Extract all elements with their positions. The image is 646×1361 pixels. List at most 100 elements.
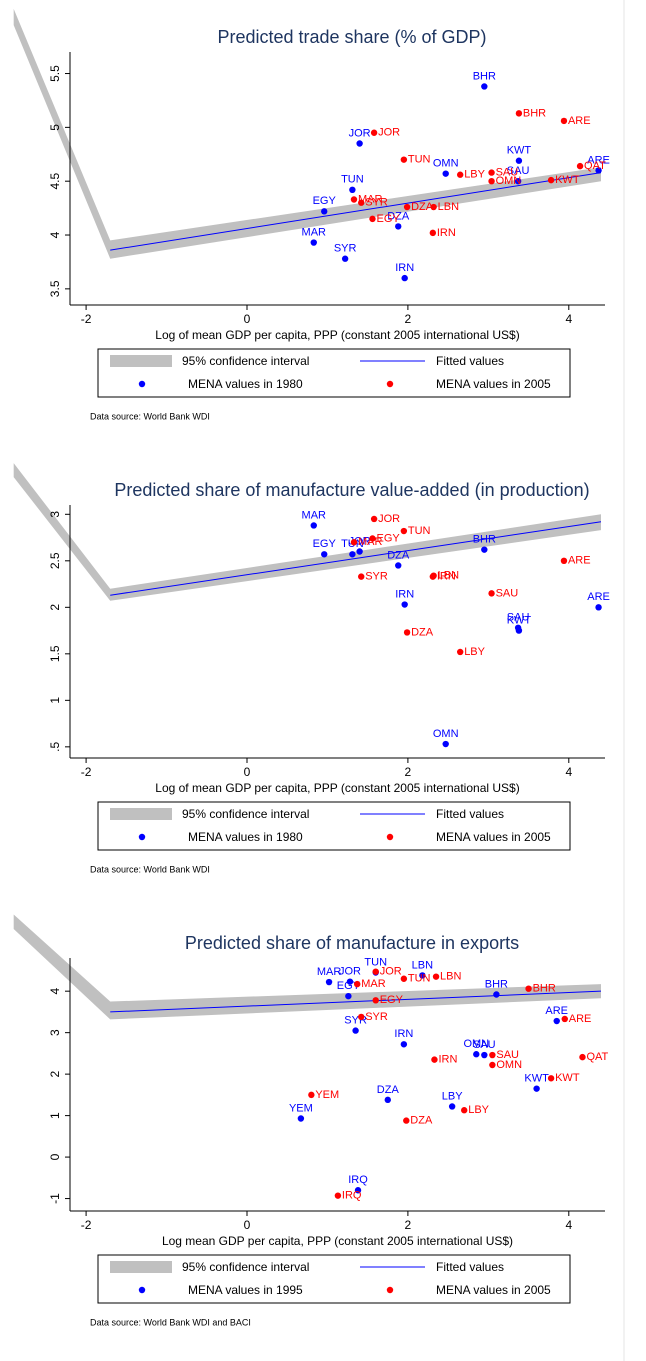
data-point xyxy=(489,1051,496,1059)
data-point xyxy=(430,572,437,579)
point-label: DZA xyxy=(411,626,434,638)
legend-box xyxy=(97,348,571,398)
data-point xyxy=(515,627,523,634)
x-tick-label: 4 xyxy=(565,312,572,326)
data-point xyxy=(310,239,317,246)
legend-label: MENA values in 1980 xyxy=(188,830,303,844)
point-label: SAU xyxy=(507,165,530,177)
data-point xyxy=(595,167,602,174)
x-tick-label: 2 xyxy=(405,312,412,326)
point-label: BHR xyxy=(473,70,496,82)
confidence-band xyxy=(13,914,601,1020)
point-label: LBY xyxy=(442,1090,463,1102)
data-point xyxy=(456,171,464,178)
legend-point-key xyxy=(386,833,394,841)
point-label: QAT xyxy=(586,1051,608,1063)
x-tick-label: 4 xyxy=(565,1218,572,1232)
legend-label: MENA values in 2005 xyxy=(436,377,551,391)
point-label: SAU xyxy=(496,1049,519,1061)
data-point xyxy=(547,176,555,184)
data-point xyxy=(488,177,495,185)
point-label: LBN xyxy=(412,959,433,971)
point-label: YEM xyxy=(289,1102,313,1114)
y-tick-label: 1 xyxy=(48,697,62,704)
y-tick-label: 3.5 xyxy=(48,280,62,297)
y-tick-label: 2 xyxy=(48,604,62,611)
data-point xyxy=(346,978,354,985)
fitted-line xyxy=(110,990,601,1013)
data-point xyxy=(384,1096,391,1104)
point-label: BHR xyxy=(523,107,546,119)
legend-band-key xyxy=(110,355,172,367)
data-point xyxy=(576,162,584,170)
legend-label: MENA values in 1980 xyxy=(188,377,303,391)
data-point xyxy=(356,140,363,147)
data-point xyxy=(395,562,402,569)
y-tick-label: .5 xyxy=(48,742,62,752)
x-axis-label: Log mean GDP per capita, PPP (constant 2… xyxy=(162,1234,513,1248)
chart-title: Predicted trade share (% of GDP) xyxy=(217,27,486,47)
data-point xyxy=(372,968,379,975)
x-tick-label: 4 xyxy=(565,765,572,779)
data-point xyxy=(297,1115,305,1122)
data-point xyxy=(456,648,464,656)
legend-label: MENA values in 2005 xyxy=(436,830,551,844)
data-point xyxy=(401,601,408,608)
point-label: JOR xyxy=(339,966,361,978)
data-point xyxy=(370,129,378,136)
data-point xyxy=(489,1061,496,1069)
point-label: MAR xyxy=(358,536,383,548)
point-label: TUN xyxy=(408,973,431,985)
point-label: DZA xyxy=(387,549,410,561)
data-point xyxy=(547,1075,555,1082)
legend-label: 95% confidence interval xyxy=(182,807,309,821)
data-point xyxy=(481,546,488,553)
point-label: ARE xyxy=(545,1005,568,1017)
point-label: IRN xyxy=(395,262,414,274)
point-label: DZA xyxy=(377,1084,400,1096)
data-point xyxy=(442,170,449,177)
legend-point-key xyxy=(386,380,394,388)
data-point xyxy=(349,551,356,558)
legend-point-key xyxy=(138,380,146,388)
x-axis-label: Log of mean GDP per capita, PPP (constan… xyxy=(155,328,519,342)
legend-label: Fitted values xyxy=(436,807,504,821)
fitted-line xyxy=(110,521,602,596)
data-point xyxy=(354,1187,362,1194)
data-point xyxy=(403,1117,410,1124)
point-label: MAR xyxy=(302,509,327,521)
point-label: KWT xyxy=(507,614,532,626)
x-tick-label: -2 xyxy=(81,1218,92,1232)
data-point xyxy=(358,199,365,206)
point-label: MAR xyxy=(361,978,386,990)
data-point xyxy=(442,740,449,748)
data-point xyxy=(369,535,376,542)
data-point xyxy=(515,157,523,164)
point-label: LBY xyxy=(464,169,485,181)
data-point xyxy=(431,1056,438,1063)
data-point xyxy=(481,83,488,90)
point-label: IRQ xyxy=(342,1190,362,1202)
data-point xyxy=(400,156,408,163)
data-point xyxy=(553,1017,560,1025)
point-label: IRN xyxy=(437,227,456,239)
point-label: ARE xyxy=(569,1013,592,1025)
y-tick-label: 3 xyxy=(48,1029,62,1036)
point-label: OMN xyxy=(496,175,522,187)
legend-label: MENA values in 1995 xyxy=(188,1283,303,1297)
data-point xyxy=(560,557,568,565)
legend-point-key xyxy=(138,833,146,841)
point-label: LBY xyxy=(468,1104,489,1116)
y-tick-label: 5 xyxy=(48,124,62,131)
point-label: EGY xyxy=(380,994,404,1006)
data-point xyxy=(595,604,602,611)
point-label: DZA xyxy=(410,1114,433,1126)
data-point xyxy=(369,215,376,223)
data-point xyxy=(325,978,333,986)
y-tick-label: 5.5 xyxy=(48,65,62,82)
y-tick-label: 2 xyxy=(48,1070,62,1077)
data-point xyxy=(334,1192,342,1199)
point-label: IRN xyxy=(395,588,414,600)
data-point xyxy=(403,629,411,636)
data-point xyxy=(525,985,532,992)
